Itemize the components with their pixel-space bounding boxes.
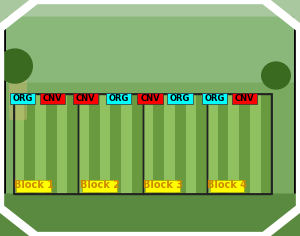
FancyBboxPatch shape [9,57,27,120]
Bar [153,94,164,194]
Bar [121,94,132,194]
Text: ORG: ORG [108,94,129,103]
Bar [218,94,229,194]
FancyBboxPatch shape [106,93,131,104]
FancyBboxPatch shape [145,180,180,192]
Bar [142,94,153,194]
FancyBboxPatch shape [0,194,300,236]
Bar [24,94,35,194]
FancyBboxPatch shape [82,180,117,192]
Bar [46,94,56,194]
Bar [14,94,24,194]
Text: ORG: ORG [204,94,225,103]
FancyBboxPatch shape [73,93,98,104]
Bar [78,94,89,194]
Text: CNV: CNV [43,94,62,103]
Bar [229,94,239,194]
FancyBboxPatch shape [202,93,227,104]
Text: ORG: ORG [170,94,190,103]
Text: CNV: CNV [140,94,160,103]
Bar [110,94,121,194]
Bar [100,94,110,194]
Text: Block 1: Block 1 [14,180,54,190]
Bar [175,94,185,194]
FancyBboxPatch shape [167,93,193,104]
Bar [56,94,67,194]
Text: Block 4: Block 4 [207,180,247,190]
Bar [67,94,78,194]
Bar [207,94,218,194]
Bar [89,94,100,194]
Bar [142,94,207,194]
Ellipse shape [261,61,291,90]
Bar [14,94,272,194]
FancyBboxPatch shape [6,83,294,201]
Text: CNV: CNV [76,94,95,103]
Bar [239,94,250,194]
Bar [261,94,272,194]
Bar [35,94,46,194]
FancyBboxPatch shape [232,93,257,104]
Bar [78,94,142,194]
Bar [207,94,272,194]
Ellipse shape [0,48,33,84]
Bar [185,94,196,194]
Bar [132,94,142,194]
FancyBboxPatch shape [16,180,51,192]
FancyBboxPatch shape [137,93,163,104]
Bar [196,94,207,194]
Text: CNV: CNV [235,94,254,103]
FancyBboxPatch shape [40,93,65,104]
FancyBboxPatch shape [210,180,244,192]
Bar [14,94,78,194]
Text: ORG: ORG [12,94,33,103]
FancyBboxPatch shape [0,0,300,28]
Bar [164,94,175,194]
Text: Block 2: Block 2 [80,180,120,190]
Text: Block 3: Block 3 [142,180,183,190]
FancyBboxPatch shape [10,93,35,104]
FancyBboxPatch shape [6,17,294,106]
Bar [250,94,261,194]
